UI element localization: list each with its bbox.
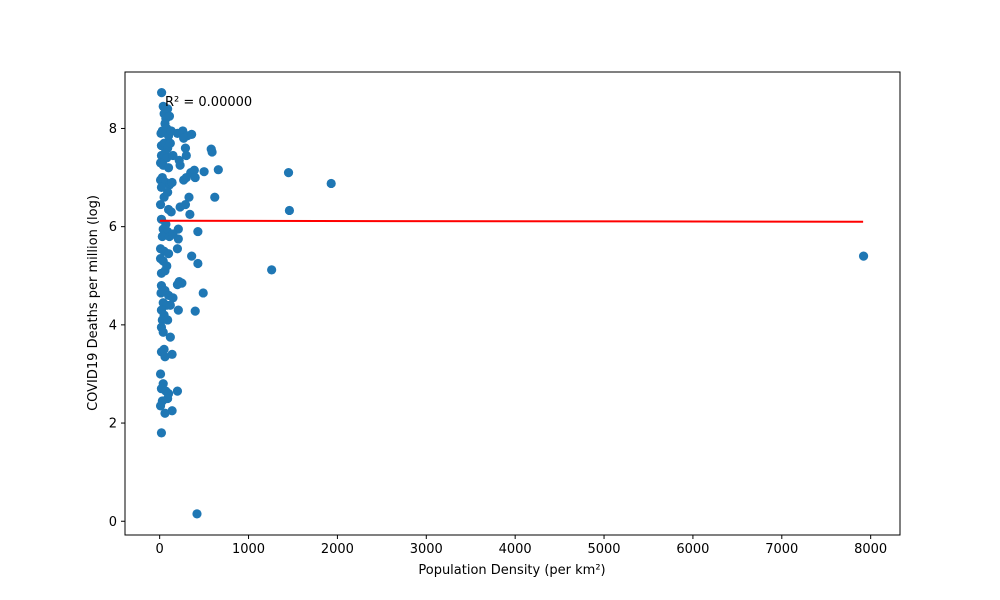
data-point [207, 147, 217, 157]
data-point [172, 279, 183, 290]
y-tick-label: 2 [109, 417, 117, 432]
y-tick-label: 8 [109, 122, 117, 137]
data-point [175, 160, 185, 170]
x-axis-label: Population Density (per km²) [418, 563, 605, 578]
data-point [160, 266, 170, 276]
data-point [156, 288, 166, 298]
data-point [189, 165, 199, 175]
data-point [157, 88, 167, 98]
r2-annotation: R² = 0.00000 [165, 95, 252, 110]
points-layer [155, 88, 869, 519]
plot-area: R² = 0.00000 [124, 71, 901, 536]
data-point [160, 352, 170, 362]
x-tick-label: 2000 [321, 542, 354, 557]
data-point [160, 408, 170, 418]
x-tick-label: 8000 [854, 542, 887, 557]
data-point [181, 172, 191, 183]
data-point [185, 209, 195, 219]
data-point [165, 300, 175, 310]
data-point [168, 229, 178, 239]
data-point [181, 150, 191, 161]
data-point [173, 305, 183, 315]
data-point [172, 244, 183, 254]
data-point [180, 199, 191, 210]
data-point [155, 199, 166, 210]
data-point [284, 205, 295, 216]
data-point [190, 172, 200, 183]
data-point [283, 168, 294, 178]
data-point [163, 315, 173, 325]
data-point [190, 306, 200, 316]
data-point [157, 231, 167, 242]
data-point [165, 138, 175, 148]
data-point [193, 258, 203, 269]
x-tick-label: 0 [156, 542, 164, 557]
data-point [267, 265, 277, 275]
data-point [180, 143, 191, 153]
x-tick-label: 3000 [410, 542, 443, 557]
data-point [163, 249, 174, 259]
x-tick-label: 6000 [676, 542, 709, 557]
data-point [164, 111, 175, 121]
y-tick-label: 4 [109, 318, 117, 333]
data-point [168, 150, 178, 161]
x-tick-label: 1000 [232, 542, 265, 557]
data-point [159, 192, 169, 202]
data-point [326, 178, 336, 189]
data-point [156, 182, 167, 192]
x-tick-label: 7000 [765, 542, 798, 557]
y-axis-label: COVID19 Deaths per million (log) [86, 195, 101, 411]
x-tick-label: 4000 [499, 542, 532, 557]
data-point [858, 251, 869, 261]
y-tick-label: 0 [109, 515, 117, 530]
data-point [159, 344, 169, 355]
data-point [168, 293, 178, 303]
data-point [193, 226, 203, 237]
data-point [155, 369, 166, 379]
data-point [184, 192, 194, 202]
axes-frame [124, 71, 901, 536]
data-point [167, 177, 177, 188]
data-point [179, 133, 189, 143]
data-point [156, 128, 166, 138]
data-point [165, 332, 175, 342]
y-tick-label: 6 [109, 220, 117, 235]
data-point [210, 192, 220, 202]
data-point [198, 288, 208, 298]
data-point [156, 428, 167, 438]
data-point [187, 129, 197, 139]
data-point [172, 386, 183, 396]
data-point [163, 163, 174, 173]
data-point [166, 207, 176, 217]
data-point [167, 349, 177, 359]
data-point [155, 401, 166, 411]
y-axis: 0 2 4 6 8 [109, 122, 125, 530]
x-axis: 0 1000 2000 3000 4000 5000 6000 7000 8000 [156, 535, 887, 557]
data-point [192, 509, 202, 519]
data-point [199, 167, 209, 177]
data-point [187, 251, 197, 261]
fit-line [159, 219, 864, 223]
data-point [167, 406, 177, 416]
data-point [213, 165, 223, 175]
data-point [163, 104, 173, 114]
x-tick-label: 5000 [587, 542, 620, 557]
data-point [158, 327, 168, 337]
